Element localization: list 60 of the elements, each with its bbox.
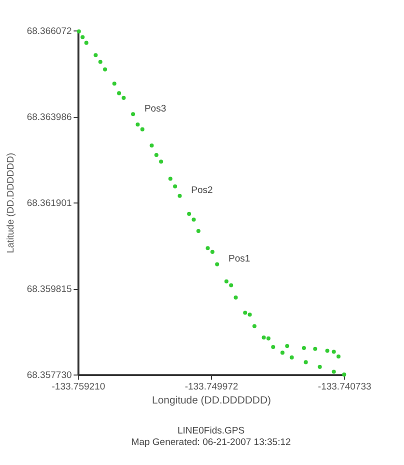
y-tick-label: 68.357730 <box>26 370 72 381</box>
point <box>131 112 136 116</box>
point <box>290 355 294 360</box>
point <box>187 212 192 216</box>
point <box>136 122 140 127</box>
point <box>271 344 276 350</box>
point <box>332 370 336 374</box>
text: Map Generated: 06-21-2007 13:35:12 <box>131 436 291 448</box>
point <box>210 250 214 254</box>
point <box>159 160 164 164</box>
point <box>150 143 154 148</box>
point <box>336 354 341 359</box>
point <box>313 346 318 351</box>
point <box>196 229 200 234</box>
annotation: Pos1 <box>228 253 250 264</box>
x-tick-label: -133.740733 <box>318 381 372 392</box>
point <box>98 60 102 64</box>
point <box>76 29 81 34</box>
x-tick-label: -133.749972 <box>184 381 238 392</box>
x-tick-label: -133.759210 <box>52 381 106 392</box>
y-axis-title: Latitude (DD.DDDDDD) <box>6 152 17 254</box>
point <box>224 279 228 284</box>
point <box>94 53 98 58</box>
point <box>122 96 126 100</box>
point <box>280 350 284 355</box>
y-tick-label: 68.359815 <box>26 284 72 295</box>
point <box>117 91 122 96</box>
point <box>192 218 196 222</box>
point <box>168 176 172 181</box>
point <box>325 348 330 353</box>
point <box>173 184 178 188</box>
point <box>332 350 336 354</box>
point <box>243 310 248 315</box>
point <box>112 82 116 86</box>
point <box>234 296 238 300</box>
y-tick-label: 68.361901 <box>26 198 72 209</box>
point <box>342 372 346 377</box>
point <box>302 346 306 350</box>
point <box>229 283 234 288</box>
point <box>80 35 85 40</box>
point <box>206 246 210 250</box>
point <box>103 67 108 72</box>
x-axis-title: Longitude (DD.DDDDDD) <box>152 396 271 407</box>
point <box>178 194 182 198</box>
y-tick-label: 68.363986 <box>26 112 72 123</box>
point <box>154 152 158 157</box>
point <box>304 360 308 364</box>
point <box>318 364 322 369</box>
point <box>262 335 266 340</box>
annotation: Pos2 <box>191 185 213 196</box>
point <box>266 336 270 340</box>
point <box>252 324 256 328</box>
point <box>248 312 252 317</box>
point <box>215 262 220 266</box>
text: LINE0Fids.GPS <box>178 426 245 436</box>
point <box>140 127 144 132</box>
point <box>84 40 88 45</box>
annotation: Pos3 <box>144 103 166 114</box>
y-tick-label: 68.366072 <box>26 26 72 37</box>
point <box>285 344 290 348</box>
